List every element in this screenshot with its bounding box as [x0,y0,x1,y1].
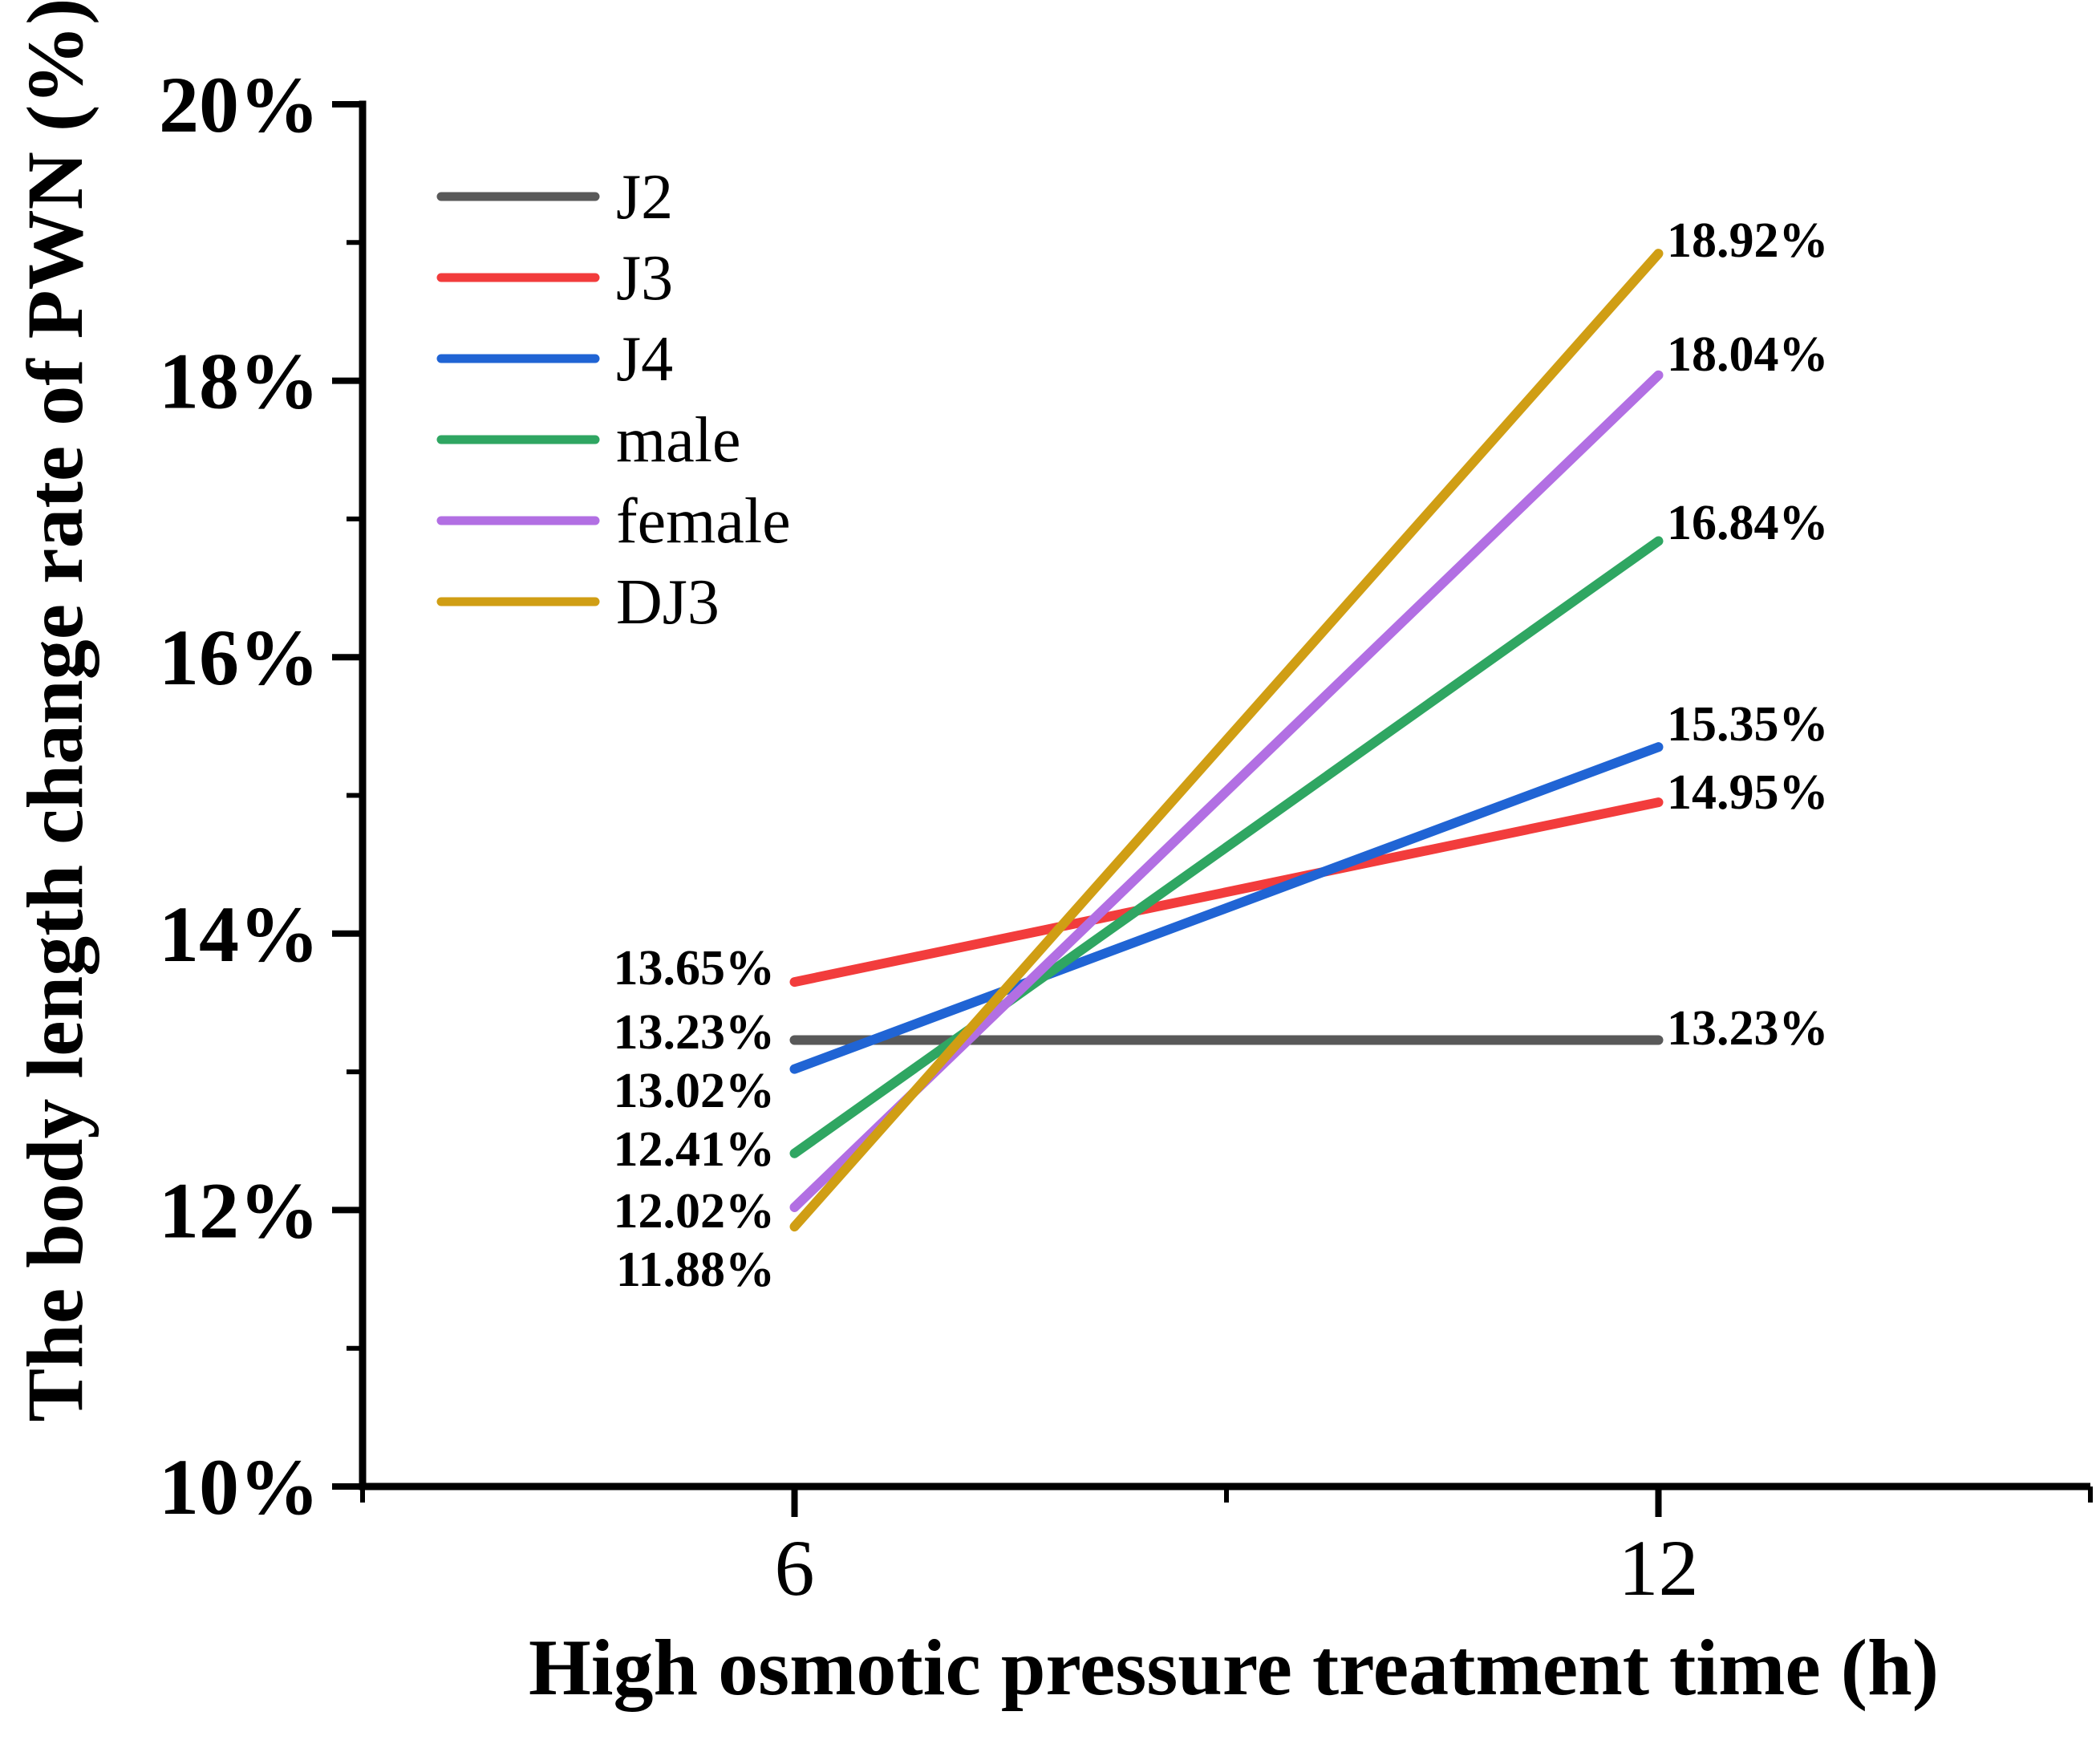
data-label-start-J2: 13.23% [614,1005,776,1060]
data-label-end-J4: 15.35% [1667,697,1829,752]
data-label-start-DJ3: 11.88% [616,1243,775,1297]
legend-label-J3: J3 [616,243,673,314]
series-lines [789,249,1664,1232]
y-tick-label: 14% [159,890,319,979]
data-label-start-male: 12.41% [614,1122,776,1177]
series-line-male [789,536,1664,1158]
data-label-end-J2: 13.23% [1667,1001,1829,1056]
legend: J2 J3 J4 male female DJ3 [436,162,791,638]
legend-label-DJ3: DJ3 [616,567,720,638]
y-tick-label: 16% [159,613,319,702]
data-label-end-male: 16.84% [1667,496,1829,550]
data-label-start-J4: 13.02% [614,1064,776,1118]
y-tick-label: 10% [159,1442,319,1531]
y-tick-label: 18% [159,337,319,426]
series-line-J4 [789,742,1664,1074]
data-label-end-J3: 14.95% [1667,765,1829,820]
y-tick-label: 20% [159,60,319,149]
y-tick-label: 12% [159,1166,319,1255]
data-label-start-J3: 13.65% [614,941,776,996]
legend-label-J4: J4 [616,324,673,395]
x-tick-label: 12 [1619,1523,1699,1612]
axis-ticks [332,101,2093,1517]
series-line-J3 [789,797,1664,988]
y-axis-title: The body length change rate of PWN (%) [10,0,99,1422]
data-label-end-DJ3: 18.92% [1667,213,1829,268]
axis-tick-labels: 10% 12% 14% 16% 18% 20% 6 12 [159,60,1699,1612]
legend-label-male: male [616,405,740,476]
series-line-DJ3 [789,249,1664,1232]
x-axis-title: High osmotic pressure treatment time (h) [529,1623,1939,1712]
data-label-start-female: 12.02% [614,1184,776,1239]
data-label-end-female: 18.04% [1667,327,1829,382]
x-tick-label: 6 [775,1523,815,1612]
legend-label-female: female [616,486,791,557]
data-point-labels: 13.23% 13.23% 13.65% 14.95% 13.02% 15.35% 12.4… [614,213,1829,1297]
legend-label-J2: J2 [616,162,673,233]
